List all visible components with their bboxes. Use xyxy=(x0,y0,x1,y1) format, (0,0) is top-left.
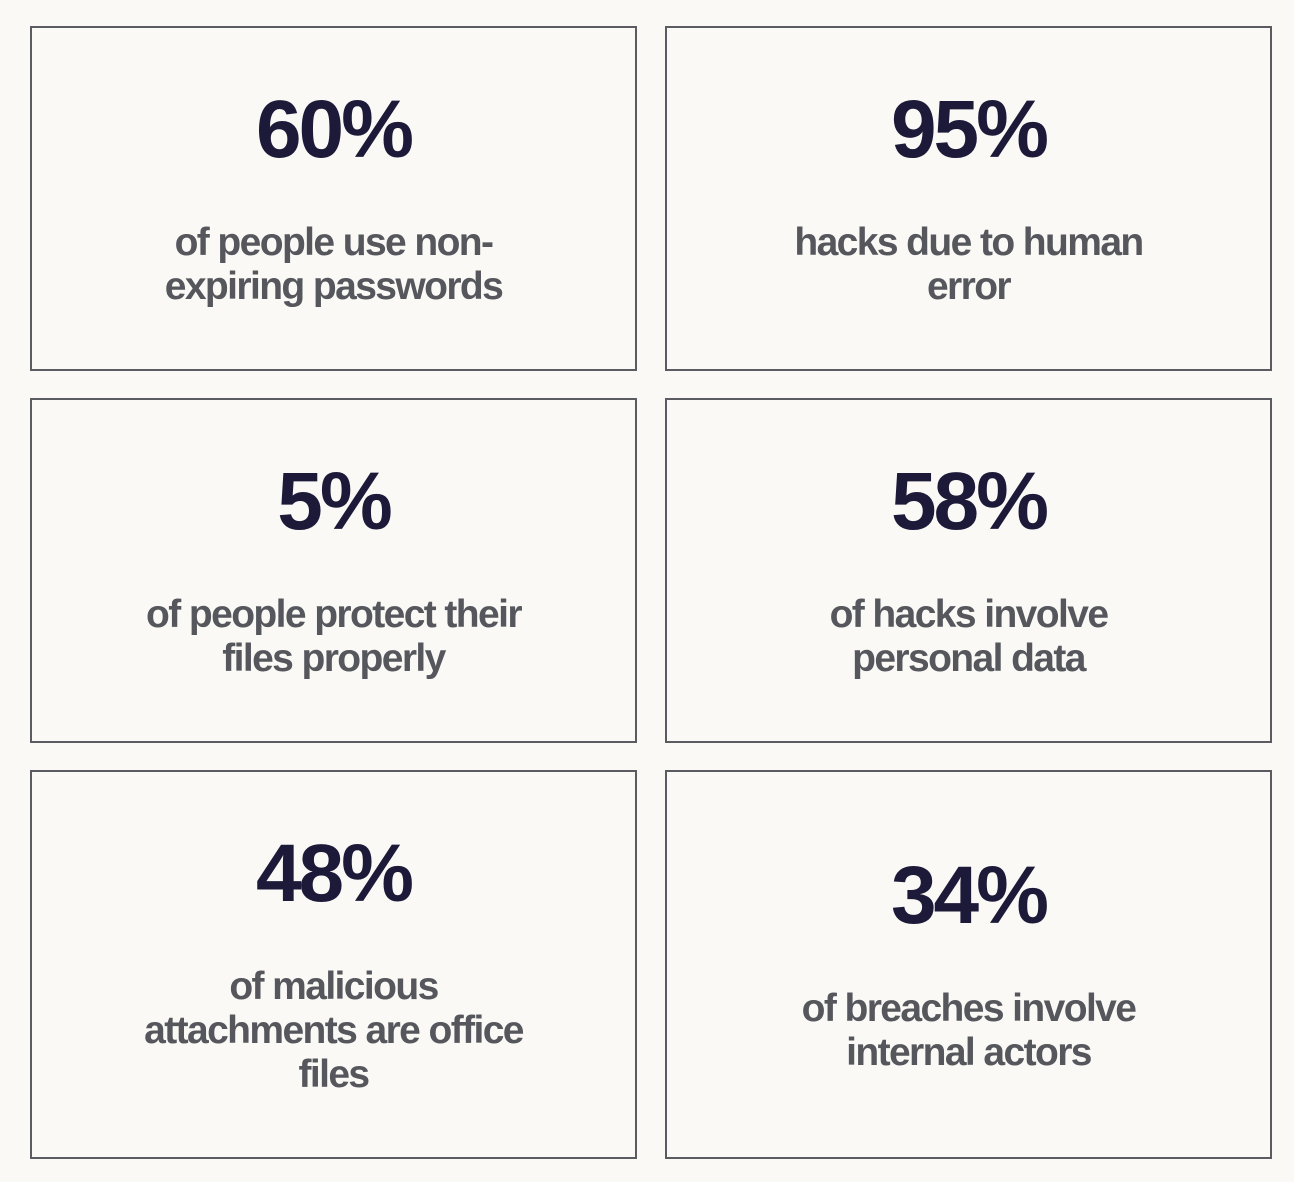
stat-description: of people use non-expiring passwords xyxy=(164,220,504,309)
stats-grid: 60% of people use non-expiring passwords 9… xyxy=(30,26,1273,1159)
stat-description-line: internal actors xyxy=(846,1030,1092,1074)
stat-value: 95% xyxy=(890,83,1049,175)
stat-description-line: of people use non- xyxy=(174,220,494,264)
stat-card: 48% of malicious attachments are office fil… xyxy=(30,770,637,1159)
stat-description-line: of malicious xyxy=(229,964,439,1008)
stat-description-line: personal data xyxy=(852,636,1086,680)
stat-description: of malicious attachments are office files xyxy=(144,964,524,1097)
stat-value: 34% xyxy=(890,849,1049,941)
stat-description-line: of hacks involve xyxy=(829,592,1109,636)
stat-description-line: of breaches involve xyxy=(801,986,1137,1030)
stat-value: 5% xyxy=(277,455,393,547)
stat-description-line: files xyxy=(298,1052,370,1096)
stat-description: of hacks involve personal data xyxy=(829,592,1109,681)
stat-card: 34% of breaches involve internal actors xyxy=(665,770,1272,1159)
stat-description-line: of people protect their xyxy=(146,592,522,636)
stat-card: 95% hacks due to human error xyxy=(665,26,1272,371)
stat-description-line: hacks due to human xyxy=(794,220,1144,264)
stat-description: of breaches involve internal actors xyxy=(801,986,1137,1075)
stat-description: of people protect their files properly xyxy=(146,592,522,681)
stat-description-line: expiring passwords xyxy=(164,264,504,308)
stat-description-line: attachments are office xyxy=(144,1008,524,1052)
stat-card: 5% of people protect their files properly xyxy=(30,398,637,743)
stat-card: 58% of hacks involve personal data xyxy=(665,398,1272,743)
stat-value: 60% xyxy=(255,83,414,175)
stat-value: 48% xyxy=(255,827,414,919)
stat-description-line: files properly xyxy=(222,636,446,680)
stat-description-line: error xyxy=(926,264,1012,308)
stat-value: 58% xyxy=(890,455,1049,547)
stat-description: hacks due to human error xyxy=(794,220,1144,309)
stat-card: 60% of people use non-expiring passwords xyxy=(30,26,637,371)
